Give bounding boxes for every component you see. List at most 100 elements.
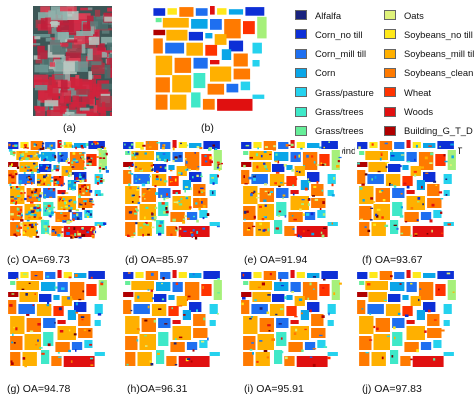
misclassified-pixel — [69, 180, 71, 183]
image-patch — [57, 18, 74, 32]
legend-label: Building_G_T_D — [404, 125, 473, 137]
misclassified-pixel — [98, 153, 101, 155]
classification-map-d — [121, 140, 224, 240]
misclassified-pixel — [307, 229, 310, 232]
field-region — [257, 204, 274, 220]
misclassified-pixel — [83, 167, 86, 170]
field-region — [193, 198, 208, 208]
misclassified-pixel — [276, 228, 279, 230]
misclassified-pixel — [36, 231, 38, 234]
field-region — [369, 272, 378, 278]
legend-swatch — [384, 106, 396, 117]
misclassified-pixel — [49, 308, 52, 311]
field-region — [174, 57, 192, 73]
misclassified-pixel — [24, 166, 27, 169]
misclassified-pixel — [15, 327, 18, 331]
misclassified-pixel — [162, 144, 164, 147]
misclassified-pixel — [284, 182, 287, 184]
field-region — [193, 73, 206, 89]
misclassified-pixel — [9, 304, 13, 307]
misclassified-pixel — [105, 166, 107, 170]
legend-label: Corn_no till — [315, 28, 363, 40]
misclassified-pixel — [48, 210, 51, 213]
field-region — [78, 328, 93, 338]
field-region — [255, 352, 270, 366]
misclassified-pixel — [445, 194, 448, 196]
misclassified-pixel — [367, 229, 371, 233]
field-region — [214, 34, 227, 45]
misclassified-pixel — [68, 227, 70, 229]
misclassified-pixel — [31, 181, 33, 185]
misclassified-pixel — [371, 178, 373, 181]
misclassified-pixel — [11, 176, 15, 179]
misclassified-pixel — [78, 217, 82, 219]
field-region — [43, 318, 56, 328]
misclassified-pixel — [59, 233, 63, 237]
image-patch — [61, 85, 77, 96]
misclassified-pixel — [256, 165, 259, 169]
field-region — [243, 281, 249, 285]
field-region — [290, 270, 295, 278]
field-region — [57, 270, 62, 278]
field-region — [74, 302, 87, 312]
legend-label: Alfalfa — [315, 9, 342, 21]
misclassified-pixel — [133, 151, 136, 154]
field-region — [153, 29, 166, 36]
misclassified-pixel — [47, 343, 51, 347]
misclassified-pixel — [44, 222, 48, 225]
misclassified-pixel — [70, 234, 74, 236]
misclassified-pixel — [427, 357, 432, 359]
misclassified-pixel — [140, 147, 144, 150]
misclassified-pixel — [173, 201, 177, 203]
image-patch — [74, 61, 88, 72]
field-region — [36, 304, 52, 316]
misclassified-pixel — [52, 229, 55, 231]
field-region — [176, 166, 187, 176]
misclassified-pixel — [336, 145, 338, 149]
misclassified-pixel — [263, 151, 267, 153]
field-region — [186, 342, 198, 350]
misclassified-pixel — [47, 184, 50, 186]
misclassified-pixel — [175, 228, 179, 232]
misclassified-pixel — [185, 161, 188, 164]
misclassified-pixel — [243, 143, 246, 145]
classification-map-f — [355, 140, 458, 240]
panel-c-classification-map — [6, 140, 109, 240]
misclassified-pixel — [209, 160, 213, 164]
field-region — [78, 314, 91, 326]
misclassified-pixel — [180, 142, 182, 145]
field-region — [178, 356, 210, 367]
misclassified-pixel — [48, 233, 51, 236]
misclassified-pixel — [43, 195, 47, 199]
misclassified-pixel — [33, 206, 37, 210]
field-region — [154, 164, 167, 172]
misclassified-pixel — [82, 174, 85, 178]
misclassified-pixel — [76, 217, 80, 220]
misclassified-pixel — [37, 181, 41, 184]
misclassified-pixel — [255, 153, 259, 157]
field-region — [327, 304, 336, 314]
field-region — [123, 300, 132, 314]
misclassified-pixel — [50, 144, 53, 147]
misclassified-pixel — [285, 356, 288, 360]
legend-swatch — [384, 67, 396, 78]
misclassified-pixel — [190, 233, 194, 237]
misclassified-pixel — [47, 174, 49, 177]
misclassified-pixel — [48, 188, 51, 190]
field-region — [123, 162, 134, 167]
misclassified-pixel — [38, 194, 42, 198]
image-patch — [79, 41, 97, 49]
image-patch — [68, 32, 82, 35]
misclassified-pixel — [51, 176, 55, 179]
misclassified-pixel — [216, 161, 220, 164]
misclassified-pixel — [79, 191, 82, 193]
field-region — [209, 304, 218, 314]
image-patch — [95, 19, 108, 30]
misclassified-pixel — [451, 155, 454, 159]
field-region — [131, 281, 154, 290]
misclassified-pixel — [273, 145, 276, 148]
caption-a: (a) — [63, 122, 76, 134]
misclassified-pixel — [103, 153, 106, 156]
image-patch — [87, 7, 93, 10]
field-region — [443, 174, 452, 184]
